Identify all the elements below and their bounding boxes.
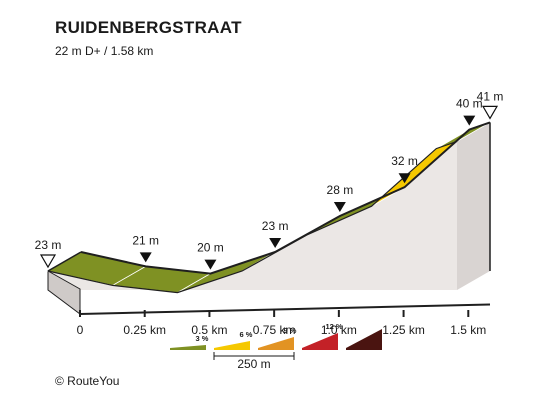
elevation-markers: 23 m 21 m 20 m 23 m 28 m 32 m 40 m41 m — [35, 89, 504, 270]
elevation-label: 23 m — [262, 219, 289, 233]
elevation-marker-open — [39, 254, 57, 269]
elevation-label: 40 m — [456, 97, 483, 111]
legend-swatch — [170, 345, 206, 350]
copyright-footer: © RouteYou — [55, 374, 120, 388]
x-tick-label: 1.0 km — [321, 323, 357, 337]
elevation-label: 20 m — [197, 241, 224, 255]
scale-label: 250 m — [237, 357, 270, 371]
elevation-label: 21 m — [132, 233, 159, 247]
elevation-marker — [269, 238, 282, 248]
legend-label: 12 % — [325, 322, 342, 331]
profile-baseline — [79, 303, 491, 315]
page-subtitle: 22 m D+ / 1.58 km — [55, 44, 154, 58]
grade-legend: 3 % 6 % 9 % 12 % 250 m — [170, 322, 382, 371]
legend-label: 6 % — [240, 330, 253, 339]
profile-end-face — [457, 122, 490, 291]
elevation-marker — [139, 252, 152, 263]
legend-label: 9 % — [284, 326, 297, 335]
elevation-label: 28 m — [327, 183, 354, 197]
elevation-label: 41 m — [477, 89, 504, 103]
profile-front-edge — [47, 140, 458, 294]
page-title: RUIDENBERGSTRAAT — [55, 18, 242, 37]
x-tick-label: 0 — [77, 323, 84, 337]
profile-start-edge — [47, 251, 82, 272]
x-tick-label: 0.25 km — [123, 323, 166, 337]
elevation-label: 32 m — [391, 154, 418, 168]
x-tick-label: 0.5 km — [191, 323, 227, 337]
x-axis-ticks: 0 0.25 km 0.5 km 0.75 km 1.0 km 1.25 km 1.5 km — [77, 310, 486, 337]
elevation-marker-open — [481, 105, 499, 120]
legend-swatch — [302, 333, 338, 350]
elevation-marker — [333, 202, 346, 212]
legend-swatch — [258, 337, 294, 350]
x-tick-label: 1.25 km — [382, 323, 425, 337]
x-tick-label: 1.5 km — [450, 323, 486, 337]
legend-swatch — [346, 329, 382, 350]
elevation-marker — [398, 173, 411, 184]
legend-swatch — [214, 341, 250, 350]
profile-side-face — [48, 141, 457, 293]
elevation-marker — [463, 115, 476, 126]
elevation-marker — [204, 259, 217, 270]
legend-label: 3 % — [196, 334, 209, 343]
profile-top-edge — [80, 121, 491, 275]
x-tick-label: 0.75 km — [253, 323, 296, 337]
elevation-label: 23 m — [35, 238, 62, 252]
